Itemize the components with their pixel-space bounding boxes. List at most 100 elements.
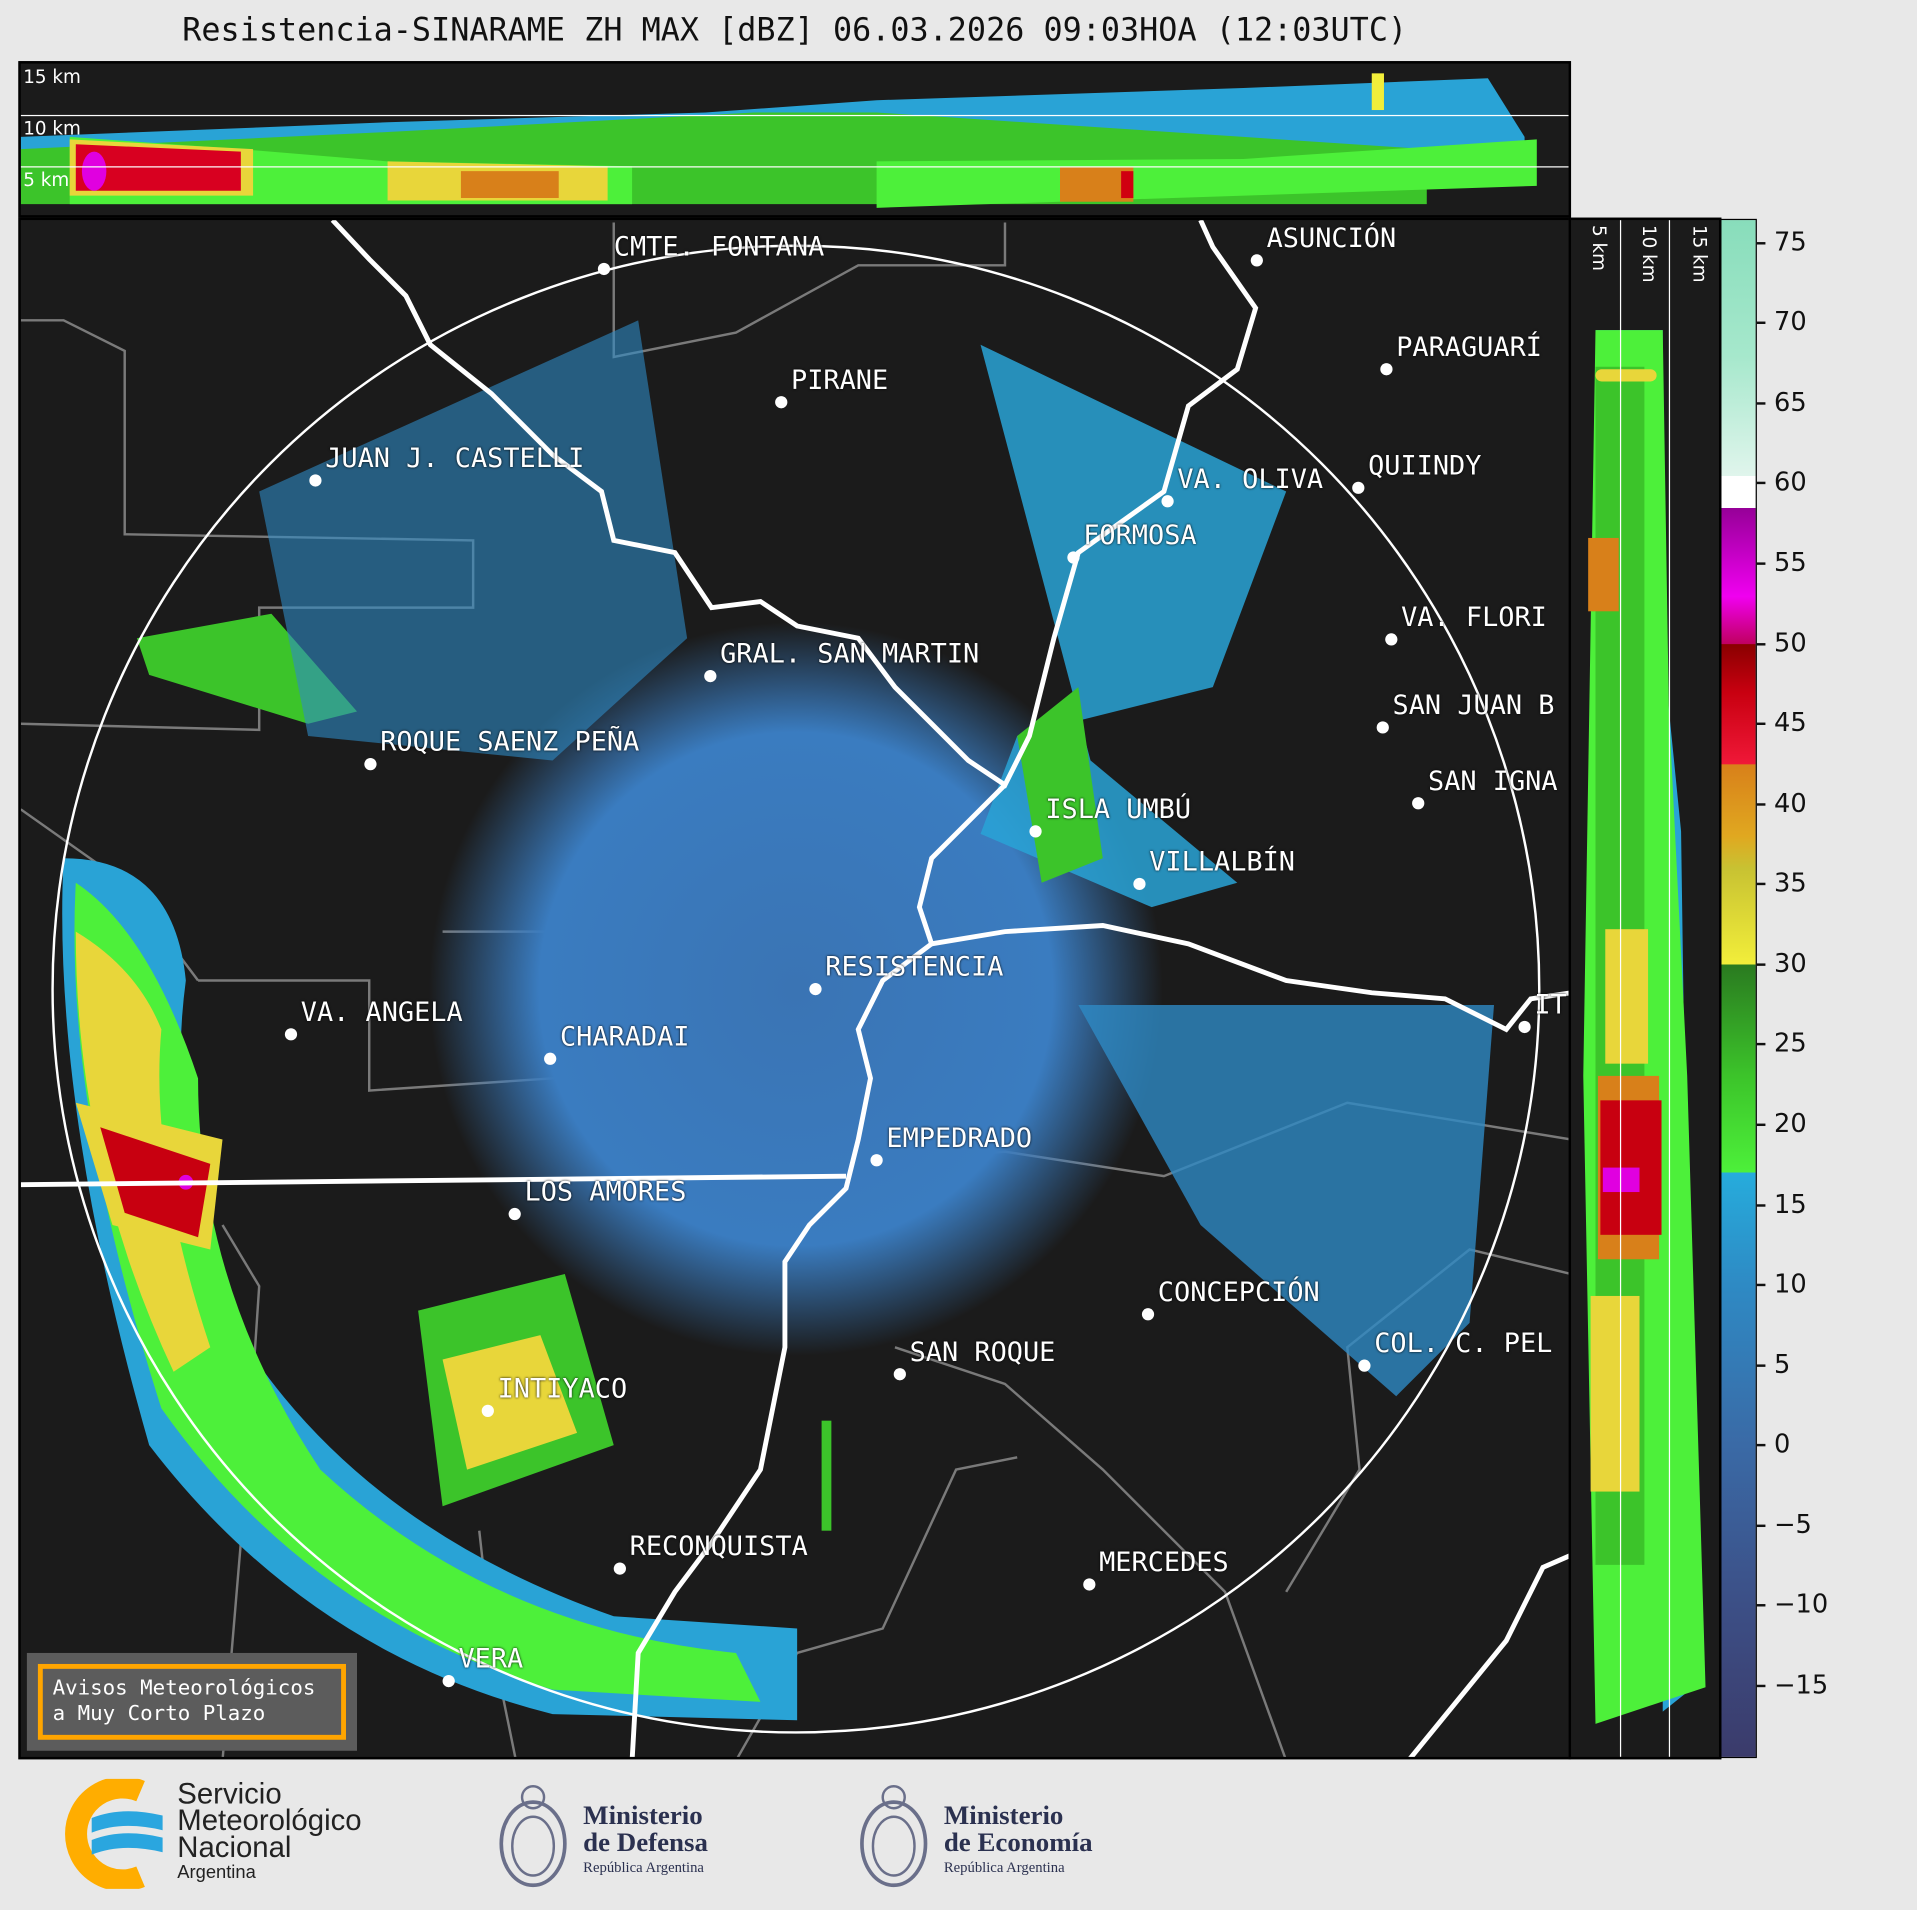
tick-mark xyxy=(1756,802,1766,806)
city-dot-icon xyxy=(870,1154,883,1167)
city-label: SAN ROQUE xyxy=(909,1337,1056,1369)
city-label: VERA xyxy=(458,1644,524,1675)
tick-mark xyxy=(1756,963,1766,966)
colorbar xyxy=(1720,218,1757,1759)
range-ring xyxy=(51,244,1541,1734)
economia-line-3: República Argentina xyxy=(943,1858,1065,1876)
smn-logo: Servicio Meteorológico Nacional Argentin… xyxy=(55,1777,397,1889)
tick-label: 5 xyxy=(1773,1349,1791,1379)
economia-line-2: de Economía xyxy=(943,1826,1093,1858)
defensa-line-2: de Defensa xyxy=(583,1826,708,1858)
city-dot-icon xyxy=(1376,721,1389,734)
city-label: ASUNCIÓN xyxy=(1266,223,1397,255)
city-label: EMPEDRADO xyxy=(886,1123,1033,1155)
tick-label: 30 xyxy=(1773,948,1807,978)
smn-line-3: Nacional xyxy=(177,1831,292,1865)
altitude-label: 10 km xyxy=(23,117,81,140)
city-dot-icon xyxy=(1250,254,1263,267)
city-label: MERCEDES xyxy=(1099,1547,1229,1579)
smn-emblem-icon xyxy=(65,1778,163,1889)
city-dot-icon xyxy=(1083,1578,1096,1591)
city-dot-icon xyxy=(1352,481,1365,494)
city-label: ISLA UMBÚ xyxy=(1045,794,1192,826)
smn-line-2: Meteorológico xyxy=(177,1804,362,1838)
tick-mark xyxy=(1756,1203,1766,1207)
tick-label: 0 xyxy=(1773,1429,1791,1459)
right-cross-section: 5 km 10 km 15 km xyxy=(1568,217,1722,1760)
tick-label: 45 xyxy=(1773,708,1807,738)
altitude-line-10km xyxy=(1668,220,1671,1757)
city-dot-icon xyxy=(597,262,611,276)
tick-label: 15 xyxy=(1773,1189,1807,1219)
city-dot-icon xyxy=(1380,363,1393,376)
notice-line-1: Avisos Meteorológicos xyxy=(52,1676,316,1701)
altitude-line-10km xyxy=(20,114,1569,117)
city-dot-icon xyxy=(442,1674,455,1688)
city-label: LOS AMORES xyxy=(524,1177,687,1208)
city-label: FORMOSA xyxy=(1083,520,1197,552)
city-dot-icon xyxy=(1133,877,1146,891)
altitude-label: 5 km xyxy=(1588,224,1611,271)
altitude-label: 15 km xyxy=(1688,224,1711,283)
city-dot-icon xyxy=(508,1207,521,1221)
tick-mark xyxy=(1756,1123,1766,1126)
top-cross-section: 15 km 10 km 5 km xyxy=(18,61,1572,218)
tick-mark xyxy=(1756,722,1766,726)
city-label: RESISTENCIA xyxy=(825,952,1004,983)
tick-label: 35 xyxy=(1773,868,1807,898)
city-label: IT xyxy=(1534,990,1567,1021)
city-dot-icon xyxy=(1161,495,1174,508)
city-label: QUIINDY xyxy=(1368,451,1482,482)
tick-label: 65 xyxy=(1773,387,1807,417)
tick-mark xyxy=(1756,1043,1766,1046)
city-dot-icon xyxy=(893,1368,906,1381)
tick-label: −5 xyxy=(1773,1509,1812,1540)
tick-mark xyxy=(1756,482,1766,485)
city-label: GRAL. SAN MARTIN xyxy=(720,639,980,670)
defensa-line-1: Ministerio xyxy=(583,1799,703,1831)
tick-mark xyxy=(1756,1283,1766,1287)
tick-mark xyxy=(1756,1364,1766,1367)
tick-label: 10 xyxy=(1773,1269,1807,1299)
city-dot-icon xyxy=(1141,1308,1155,1321)
city-label: JUAN J. CASTELLI xyxy=(325,443,585,475)
city-label: PIRANE xyxy=(791,365,889,397)
tick-label: 40 xyxy=(1773,788,1807,818)
notice-frame: Avisos Meteorológicos a Muy Corto Plazo xyxy=(37,1663,346,1740)
tick-label: 70 xyxy=(1773,307,1807,337)
city-dot-icon xyxy=(1518,1020,1531,1034)
economia-logo: Ministerio de Economía República Argenti… xyxy=(856,1773,1137,1895)
city-label: VA. OLIVA xyxy=(1177,464,1324,496)
altitude-label: 10 km xyxy=(1638,224,1661,283)
city-dot-icon xyxy=(1385,633,1398,646)
tick-label: 50 xyxy=(1773,627,1807,658)
tick-label: 25 xyxy=(1773,1028,1807,1059)
figure-title: Resistencia-SINARAME ZH MAX [dBZ] 06.03.… xyxy=(182,12,1408,49)
tick-mark xyxy=(1756,883,1766,886)
city-label: CONCEPCIÓN xyxy=(1157,1277,1320,1309)
radar-echoes xyxy=(62,320,1495,1721)
city-dot-icon xyxy=(613,1562,626,1575)
city-label: INTIYACO xyxy=(497,1374,628,1405)
city-label: VA. ANGELA xyxy=(300,997,463,1029)
tick-mark xyxy=(1756,1524,1766,1527)
altitude-label: 15 km xyxy=(23,66,81,89)
city-dot-icon xyxy=(284,1028,298,1041)
defensa-logo: Ministerio de Defensa República Argentin… xyxy=(495,1773,764,1895)
notice-box[interactable]: Avisos Meteorológicos a Muy Corto Plazo xyxy=(26,1652,357,1751)
tick-mark xyxy=(1756,1444,1766,1447)
city-dot-icon xyxy=(1412,797,1425,810)
right-section-echoes xyxy=(1583,330,1706,1724)
city-dot-icon xyxy=(1067,551,1080,564)
tick-mark xyxy=(1756,562,1766,565)
city-label: ROQUE SAENZ PEÑA xyxy=(380,727,640,759)
city-dot-icon xyxy=(809,982,822,996)
city-label: RECONQUISTA xyxy=(629,1531,808,1563)
city-dot-icon xyxy=(775,396,788,409)
city-label: VILLALBÍN xyxy=(1149,847,1296,878)
defensa-line-3: República Argentina xyxy=(583,1858,704,1876)
city-dot-icon xyxy=(704,669,717,683)
city-dot-icon xyxy=(1358,1359,1371,1372)
smn-line-1: Servicio xyxy=(177,1777,282,1811)
city-label: COL. C. PEL xyxy=(1374,1328,1553,1360)
